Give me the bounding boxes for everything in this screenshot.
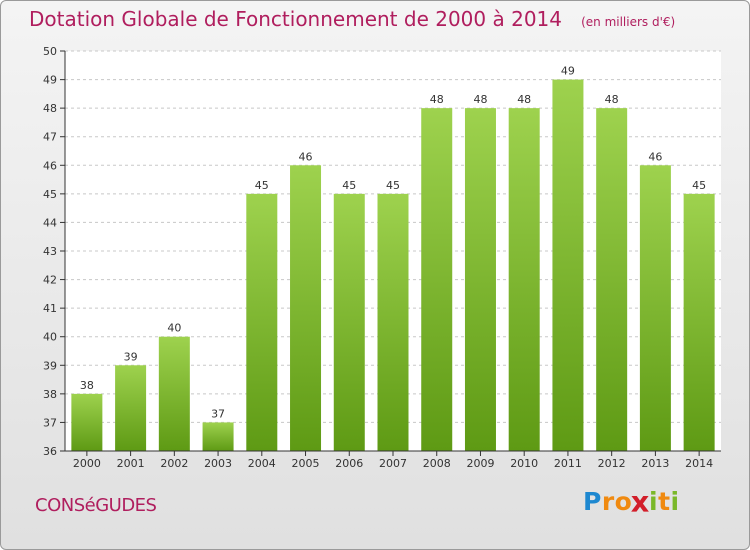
data-label: 46	[648, 150, 662, 163]
x-tick-label: 2008	[423, 457, 451, 470]
x-tick-label: 2003	[204, 457, 232, 470]
logo-letter: x	[631, 484, 651, 519]
data-label: 46	[299, 150, 313, 163]
y-tick-label: 42	[43, 274, 57, 287]
x-tick-label: 2006	[335, 457, 363, 470]
data-label: 37	[211, 407, 225, 420]
y-tick-label: 39	[43, 359, 57, 372]
chart-title-unit: (en milliers d'€)	[581, 15, 676, 29]
y-tick-label: 38	[43, 388, 57, 401]
bar	[421, 108, 453, 452]
y-tick-label: 36	[43, 445, 57, 458]
bar	[377, 193, 409, 451]
x-tick-label: 2007	[379, 457, 407, 470]
logo-letter: r	[601, 487, 615, 516]
data-label: 48	[605, 93, 619, 106]
y-tick-label: 48	[43, 102, 57, 115]
bar	[115, 365, 147, 451]
logo-letter: o	[614, 487, 633, 516]
y-tick-label: 43	[43, 245, 57, 258]
x-tick-label: 2000	[73, 457, 101, 470]
chart-title: Dotation Globale de Fonctionnement de 20…	[29, 7, 675, 31]
logo-letter: P	[583, 487, 602, 516]
x-tick-label: 2002	[160, 457, 188, 470]
bar	[596, 108, 628, 452]
y-tick-label: 41	[43, 302, 57, 315]
bar	[158, 336, 190, 451]
bar	[552, 79, 584, 452]
data-label: 45	[342, 179, 356, 192]
x-tick-label: 2005	[292, 457, 320, 470]
bar	[71, 393, 103, 451]
x-tick-label: 2014	[685, 457, 713, 470]
y-tick-label: 45	[43, 188, 57, 201]
bar	[202, 422, 234, 451]
x-tick-label: 2001	[117, 457, 145, 470]
data-label: 48	[430, 93, 444, 106]
bar	[290, 165, 322, 452]
bar	[639, 165, 671, 452]
bar	[246, 193, 278, 451]
data-label: 38	[80, 379, 94, 392]
data-label: 45	[692, 179, 706, 192]
y-tick-label: 50	[43, 45, 57, 58]
data-label: 40	[167, 322, 181, 335]
data-label: 45	[386, 179, 400, 192]
x-tick-label: 2004	[248, 457, 276, 470]
y-tick-label: 47	[43, 131, 57, 144]
x-tick-label: 2010	[510, 457, 538, 470]
bar	[464, 108, 496, 452]
y-tick-label: 44	[43, 216, 57, 229]
logo-letter: i	[670, 487, 680, 516]
x-tick-label: 2013	[641, 457, 669, 470]
chart-title-main: Dotation Globale de Fonctionnement de 20…	[29, 7, 562, 31]
x-tick-label: 2011	[554, 457, 582, 470]
y-tick-label: 49	[43, 74, 57, 87]
data-label: 48	[517, 93, 531, 106]
data-label: 49	[561, 65, 575, 78]
x-tick-label: 2009	[466, 457, 494, 470]
bar	[683, 193, 715, 451]
y-tick-label: 40	[43, 331, 57, 344]
data-label: 39	[124, 350, 138, 363]
y-tick-label: 37	[43, 416, 57, 429]
bar	[508, 108, 540, 452]
data-label: 45	[255, 179, 269, 192]
y-tick-label: 46	[43, 159, 57, 172]
commune-name: CONSéGUDES	[35, 495, 157, 516]
logo-letter: i	[649, 487, 659, 516]
logo-letter: t	[658, 487, 671, 516]
x-tick-label: 2012	[598, 457, 626, 470]
proxiti-logo: Proxiti	[583, 484, 680, 519]
data-label: 48	[473, 93, 487, 106]
bar	[333, 193, 365, 451]
